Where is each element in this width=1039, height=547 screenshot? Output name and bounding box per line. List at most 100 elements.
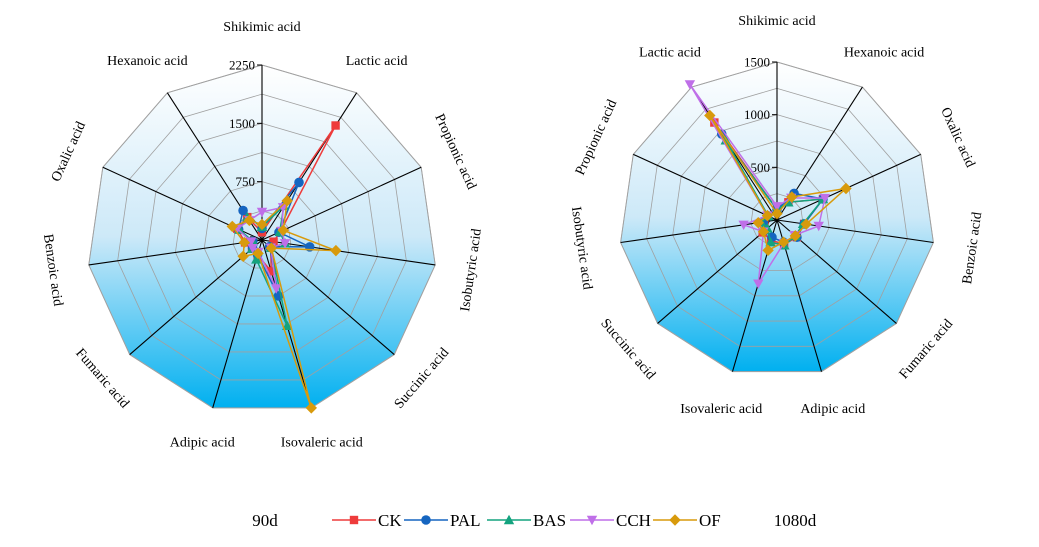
- data-point-of: [277, 224, 289, 237]
- legend-item-ck: CK: [332, 511, 402, 530]
- data-point-of: [771, 207, 783, 220]
- tick-label: 500: [751, 160, 771, 175]
- data-point-of: [330, 244, 342, 257]
- axis-spoke: [261, 92, 358, 241]
- legend-label: BAS: [533, 511, 566, 530]
- grid-ring: [672, 114, 882, 322]
- category-label-benzoic-acid: Benzoic acid: [960, 211, 985, 285]
- grid-ring: [88, 64, 436, 409]
- data-point-of: [243, 214, 256, 227]
- axis-spoke: [261, 239, 436, 266]
- axis-spoke: [261, 166, 422, 241]
- axis-spoke: [88, 239, 263, 266]
- data-point-cch: [246, 237, 257, 247]
- grid-ring: [698, 140, 856, 297]
- data-point-cch: [738, 220, 749, 230]
- category-label-shikimic-acid: Shikimic acid: [738, 14, 815, 29]
- series-line-bas: [724, 139, 824, 247]
- axis-spoke: [212, 239, 263, 409]
- category-label-isobutyric-acid: Isobutyric acid: [568, 206, 595, 291]
- data-point-cch: [771, 202, 783, 212]
- legend-marker-of: [669, 514, 681, 526]
- data-point-ck: [269, 237, 278, 246]
- caption-1080d: 1080d: [774, 511, 817, 530]
- legend-item-of: OF: [653, 511, 721, 530]
- axis-spoke: [691, 86, 778, 221]
- tick-label: 1000: [744, 107, 770, 122]
- data-point-bas: [281, 320, 293, 331]
- category-label-hexanoic-acid: Hexanoic acid: [844, 46, 924, 61]
- data-point-of: [762, 244, 774, 257]
- grid-ring: [117, 93, 407, 381]
- data-point-cch: [271, 284, 282, 294]
- data-point-pal: [238, 205, 248, 216]
- category-label-propionic-acid: Propionic acid: [431, 112, 478, 192]
- series-line-of: [709, 114, 847, 252]
- data-point-of: [752, 216, 764, 229]
- axis-spoke: [620, 219, 778, 244]
- category-label-succinic-acid: Succinic acid: [597, 316, 657, 383]
- data-point-of: [761, 209, 774, 222]
- data-point-of: [757, 226, 770, 238]
- data-point-cch: [813, 221, 824, 232]
- category-label-lactic-acid: Lactic acid: [346, 54, 408, 69]
- data-point-cch: [279, 239, 291, 249]
- axis-spoke: [657, 219, 778, 324]
- grid-ring: [203, 181, 321, 297]
- tick-label: 1500: [229, 116, 255, 131]
- category-label-succinic-acid: Succinic acid: [392, 345, 452, 412]
- data-point-of: [237, 250, 249, 262]
- tick-label: 1500: [744, 55, 770, 70]
- category-label-adipic-acid: Adipic acid: [800, 402, 865, 417]
- legend-item-cch: CCH: [570, 511, 651, 530]
- data-point-cch: [247, 243, 258, 254]
- legend-item-pal: PAL: [404, 511, 481, 530]
- grid-ring: [646, 87, 908, 347]
- data-point-of: [777, 236, 790, 248]
- data-point-of: [789, 230, 802, 242]
- data-point-of: [226, 220, 238, 233]
- grid-ring: [146, 122, 378, 353]
- data-point-ck: [331, 121, 340, 130]
- grid-ring: [174, 152, 350, 325]
- category-label-fumaric-acid: Fumaric acid: [897, 317, 956, 382]
- data-point-cch: [753, 279, 764, 289]
- category-label-lactic-acid: Lactic acid: [639, 46, 701, 61]
- category-label-oxalic-acid: Oxalic acid: [937, 105, 977, 170]
- category-label-isobutyric-acid: Isobutyric acid: [458, 228, 485, 313]
- data-point-of: [305, 402, 318, 414]
- data-point-of: [704, 109, 716, 122]
- data-point-cch: [277, 203, 289, 213]
- data-point-cch: [684, 80, 696, 90]
- category-label-oxalic-acid: Oxalic acid: [49, 120, 89, 185]
- grid-ring: [620, 61, 934, 372]
- legend-marker-cch: [586, 515, 598, 526]
- legend-item-bas: BAS: [487, 511, 566, 530]
- legend-label: CCH: [616, 511, 651, 530]
- tick-label: 2250: [229, 58, 255, 73]
- data-point-cch: [256, 207, 268, 218]
- axis-spoke: [633, 153, 778, 221]
- data-point-of: [800, 218, 812, 230]
- axis-spoke: [129, 239, 263, 356]
- category-label-isovaleric-acid: Isovaleric acid: [680, 402, 762, 417]
- data-point-of: [252, 247, 264, 260]
- category-label-propionic-acid: Propionic acid: [573, 98, 620, 178]
- category-label-isovaleric-acid: Isovaleric acid: [281, 436, 363, 451]
- caption-90d: 90d: [252, 511, 278, 530]
- category-label-fumaric-acid: Fumaric acid: [72, 346, 131, 411]
- category-label-benzoic-acid: Benzoic acid: [40, 233, 65, 307]
- data-point-cch: [819, 193, 831, 204]
- data-point-bas: [251, 254, 262, 264]
- data-point-of: [786, 191, 798, 203]
- data-point-of: [256, 218, 268, 231]
- legend-label: PAL: [450, 511, 481, 530]
- data-point-of: [265, 242, 278, 254]
- legend-label: CK: [378, 511, 402, 530]
- category-label-adipic-acid: Adipic acid: [170, 436, 235, 451]
- category-label-hexanoic-acid: Hexanoic acid: [107, 54, 187, 69]
- axis-spoke: [261, 239, 395, 356]
- legend-marker-ck: [349, 515, 359, 525]
